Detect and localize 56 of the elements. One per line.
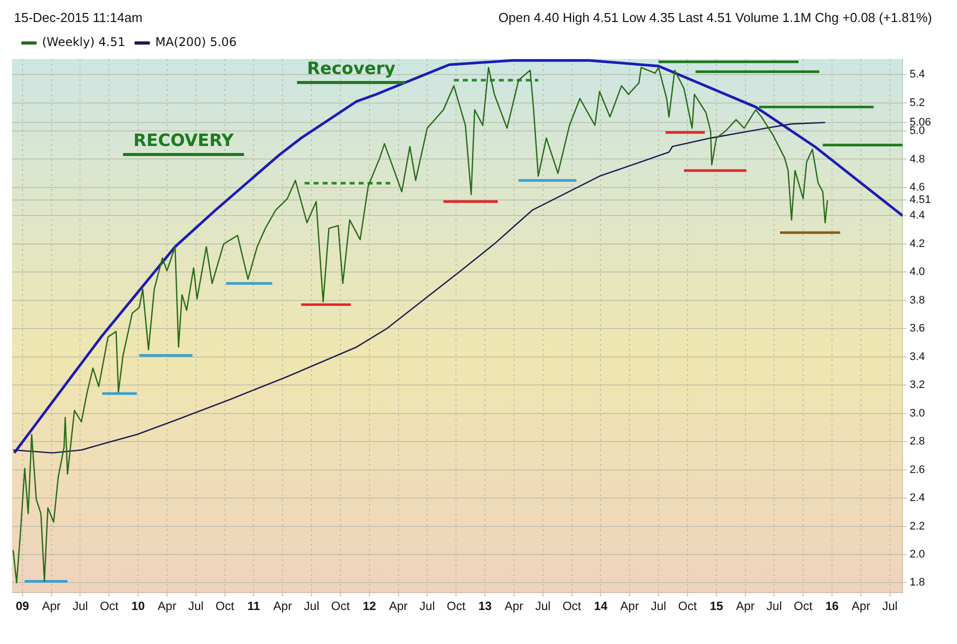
y-tick-label: 4.6 xyxy=(910,181,925,194)
x-tick-label: Jul xyxy=(72,599,88,614)
y-tick-label: 2.2 xyxy=(910,520,925,532)
x-tick-label: 10 xyxy=(131,599,146,614)
y-tick-label: 2.0 xyxy=(910,548,925,561)
x-tick-label: Apr xyxy=(42,599,61,614)
y-tick-label: 5.2 xyxy=(910,96,925,109)
chart-subtitle: 15-Dec-2015 11:14am xyxy=(14,10,142,25)
y-tick-label: 4.4 xyxy=(910,210,925,222)
x-tick-label: 15 xyxy=(710,599,724,614)
annotation: Recovery xyxy=(296,59,406,84)
y-tick-label: 3.4 xyxy=(910,350,925,363)
x-tick-label: 16 xyxy=(825,599,840,614)
y-tick-label: 5.4 xyxy=(910,68,925,81)
y-tick-label: 2.4 xyxy=(910,492,925,504)
x-tick-label: Jul xyxy=(766,599,782,614)
y-tick-label: 4.8 xyxy=(910,153,925,166)
x-tick-label: Apr xyxy=(273,599,292,614)
y-tick-label: 2.8 xyxy=(910,436,925,448)
x-tick-label: Apr xyxy=(736,599,755,614)
y-tick-label: 3.2 xyxy=(910,379,925,392)
x-tick-label: Oct xyxy=(678,599,698,614)
x-tick-label: 14 xyxy=(594,599,608,614)
y-tick-label: 4.51 xyxy=(910,194,932,206)
x-tick-label: Jul xyxy=(650,599,666,614)
annotation: RECOVERY xyxy=(123,131,244,156)
x-tick-label: Oct xyxy=(331,599,350,614)
text: Open 4.40 High 4.51 Low 4.35 Last 4.51 Volume 1.1M Chg +0.08 (+1.81%) xyxy=(498,10,932,25)
y-tick-label: 3.8 xyxy=(910,294,925,306)
y-tick-label: 1.8 xyxy=(910,576,925,589)
x-tick-label: Apr xyxy=(852,599,870,614)
x-tick-label: Oct xyxy=(562,599,582,614)
x-tick-label: Oct xyxy=(100,599,120,614)
y-tick-label: 4.2 xyxy=(910,238,925,250)
x-tick-label: Apr xyxy=(620,599,639,614)
x-tick-label: Apr xyxy=(158,599,176,614)
x-tick-label: Jul xyxy=(420,599,435,614)
x-tick-label: Oct xyxy=(446,599,466,614)
x-tick-label: Apr xyxy=(504,599,524,614)
legend-label: (Weekly) 4.51 xyxy=(42,35,126,50)
x-tick-label: 09 xyxy=(16,599,30,614)
x-tick-label: 11 xyxy=(247,599,260,614)
x-tick-label: Oct xyxy=(215,599,235,614)
x-tick-label: Jul xyxy=(882,599,898,614)
x-tick-label: 13 xyxy=(478,599,492,614)
x-tick-label: Jul xyxy=(188,599,204,614)
legend-label: MA(200) 5.06 xyxy=(155,35,237,50)
y-tick-label: 3.6 xyxy=(910,322,925,335)
y-tick-label: 4.0 xyxy=(910,266,925,278)
x-tick-label: 12 xyxy=(362,599,376,614)
x-tick-label: Oct xyxy=(794,599,814,614)
x-tick-label: Jul xyxy=(535,599,551,614)
x-tick-label: Jul xyxy=(304,599,320,614)
y-tick-label: 3.0 xyxy=(910,407,925,420)
y-tick-label: 2.6 xyxy=(910,464,925,476)
x-tick-label: Apr xyxy=(388,599,408,614)
